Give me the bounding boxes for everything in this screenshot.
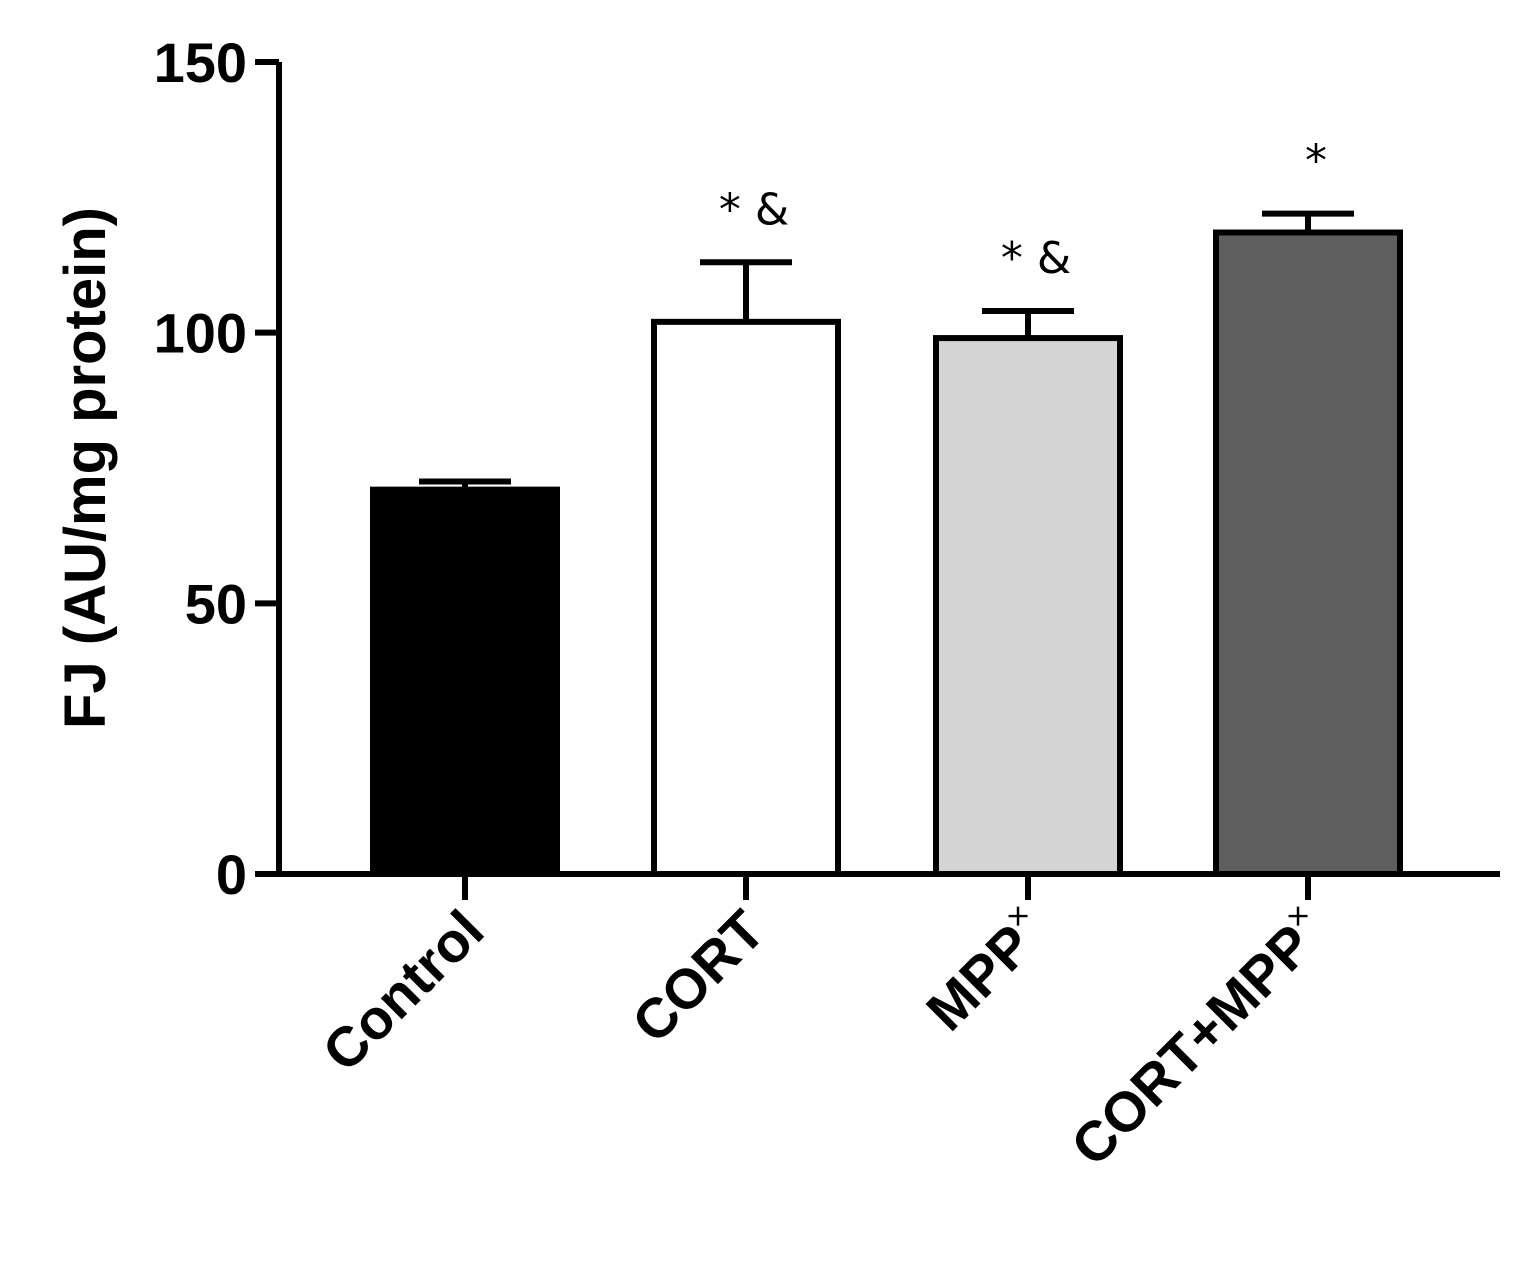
x-tick-label: CORT — [620, 898, 777, 1055]
y-axis-label: FJ (AU/mg protein) — [53, 207, 118, 729]
y-tick-label: 150 — [154, 31, 247, 94]
y-tick-label: 0 — [216, 843, 247, 906]
x-tick-label: Control — [310, 898, 495, 1083]
bar-3 — [1213, 229, 1403, 877]
bar-1 — [651, 318, 841, 877]
significance-label: * & — [719, 184, 789, 235]
x-tick-label: MPP× — [912, 896, 1059, 1043]
y-tick-label: 100 — [154, 302, 247, 365]
bar-2 — [933, 335, 1123, 877]
x-tick-label: CORT+MPP× — [1057, 896, 1339, 1178]
significance-label: * — [1305, 136, 1327, 187]
bars — [370, 210, 1403, 877]
y-tick-label: 50 — [185, 572, 247, 635]
bar-0 — [370, 486, 560, 877]
significance-label: * & — [1001, 233, 1071, 284]
